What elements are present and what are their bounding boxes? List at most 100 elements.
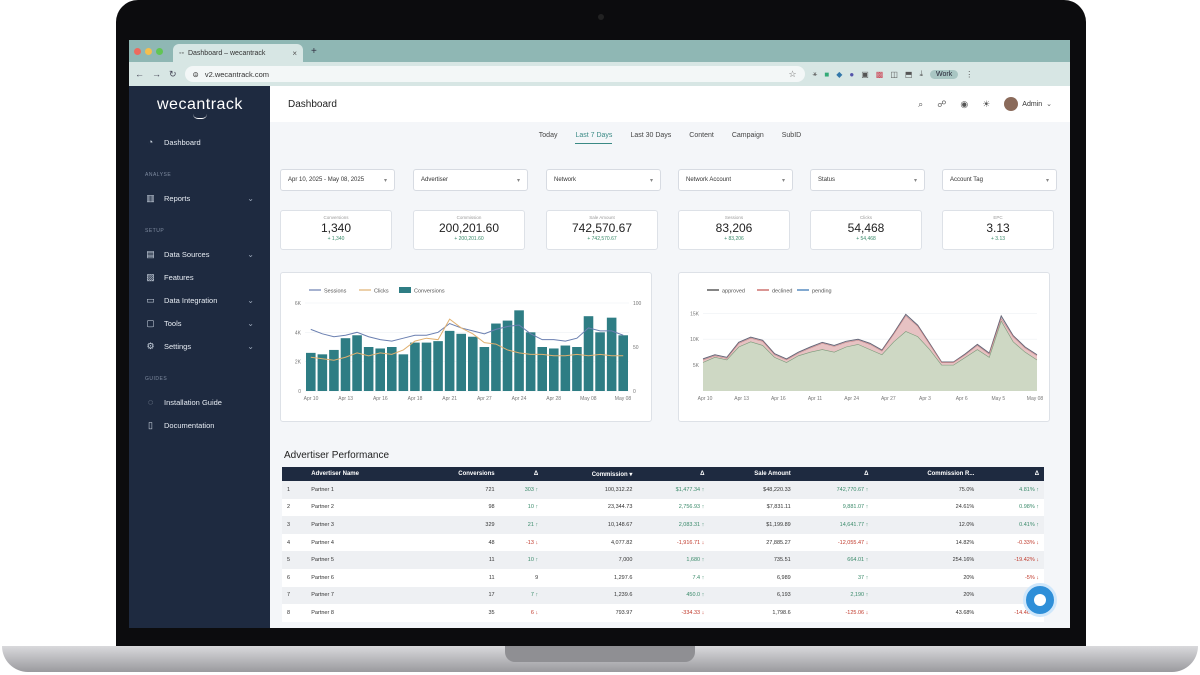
extension-icon[interactable]: ◆ <box>836 69 843 79</box>
minimize-window-icon[interactable] <box>145 47 152 55</box>
column-header[interactable]: Δ <box>637 467 710 481</box>
maximize-window-icon[interactable] <box>156 47 163 55</box>
url-field[interactable]: ⊜ v2.wecantrack.com ☆ <box>184 66 805 82</box>
close-window-icon[interactable] <box>134 47 141 55</box>
table-cell: 11 <box>413 568 500 587</box>
column-header[interactable]: Advertiser Name <box>306 467 414 481</box>
profile-button[interactable]: Work <box>930 69 959 79</box>
table-cell: 43.68% <box>873 604 980 622</box>
site-info-icon[interactable]: ⊜ <box>192 69 199 79</box>
logo[interactable]: wecantrack <box>157 96 243 113</box>
user-name: Admin <box>1022 100 1043 108</box>
close-tab-icon[interactable]: × <box>292 48 297 58</box>
kpi-change: + 3.13 <box>990 236 1006 242</box>
table-row[interactable]: 5 Partner 5 11 10 ↑ 7,000 1,680 ↑ 735.51 664.01… <box>282 551 1044 569</box>
table-row[interactable]: 2 Partner 2 98 10 ↑ 23,344.73 2,756.93 ↑ $7,83… <box>282 498 1044 517</box>
sidebar-item-dashboard[interactable]: ◔ Dashboard <box>129 134 270 150</box>
table-row[interactable]: 7 Partner 7 17 7 ↑ 1,239.6 450.0 ↑ 6,193 2,190 … <box>282 586 1044 605</box>
column-header[interactable]: Δ <box>499 467 544 481</box>
x-tick-label: Apr 28 <box>546 396 561 402</box>
table-row[interactable]: 3 Partner 3 329 21 ↑ 10,148.67 2,083.31 ↑ $1,1… <box>282 516 1044 534</box>
globe-icon[interactable]: ◉ <box>960 98 969 109</box>
status-filter[interactable]: Status ▾ <box>810 169 925 191</box>
table-cell: 9 <box>499 568 544 587</box>
sidebar-item-label: Data Sources <box>164 249 210 259</box>
tab-last-30-days[interactable]: Last 30 Days <box>630 132 672 139</box>
sidebar-item-data-sources[interactable]: ▤ Data Sources ⌄ <box>129 246 270 262</box>
column-header[interactable]: Δ <box>979 467 1044 481</box>
table-cell: 17 <box>413 586 500 605</box>
tab-subid[interactable]: SubID <box>781 132 802 139</box>
bookmark-star-icon[interactable]: ☆ <box>788 68 797 79</box>
search-icon[interactable]: ⌕ <box>918 98 924 109</box>
extension-icon[interactable]: ⚹ <box>812 69 818 78</box>
date-range-filter[interactable]: Apr 10, 2025 - May 08, 2025 ▾ <box>280 169 395 191</box>
table-row[interactable]: 4 Partner 4 48 -13 ↓ 4,077.82 -1,916.71 ↓ 27,8… <box>282 533 1044 552</box>
column-header[interactable] <box>282 467 307 481</box>
new-tab-icon[interactable]: + <box>311 45 317 57</box>
extension-icon[interactable]: ◫ <box>890 69 898 79</box>
chat-button[interactable] <box>1023 583 1057 617</box>
user-menu[interactable]: Admin ⌄ <box>1004 97 1052 111</box>
tab-content[interactable]: Content <box>689 132 714 139</box>
filter-label: Network <box>554 177 577 183</box>
table-row[interactable]: 6 Partner 6 11 9 1,297.6 7.4 ↑ 6,989 37 ↑ 20% -5%… <box>282 568 1044 587</box>
kpi-label: Clicks <box>860 215 872 220</box>
table-cell: Partner 2 <box>306 498 414 517</box>
kpi-value: 200,201.60 <box>438 221 500 235</box>
bar <box>525 332 536 391</box>
extension-icon[interactable]: ● <box>849 69 855 79</box>
extensions-area: ⚹ ■ ◆ ● ▣ ▩ ◫ ⬒ ⤓ Work ⋮ <box>812 69 974 79</box>
sidebar-section-guides: GUIDES <box>145 376 168 382</box>
table-cell: Partner 5 <box>306 551 414 569</box>
sidebar-item-reports[interactable]: ▥ Reports ⌄ <box>129 190 270 206</box>
sidebar-item-features[interactable]: ▨ Features <box>129 269 270 285</box>
sidebar-item-tools[interactable]: ▢ Tools ⌄ <box>129 315 270 331</box>
network-filter[interactable]: Network ▾ <box>546 169 661 191</box>
advertiser-filter[interactable]: Advertiser ▾ <box>413 169 528 191</box>
column-header[interactable]: Commission R... <box>873 467 980 481</box>
x-tick-label: Apr 24 <box>512 396 527 402</box>
forward-icon[interactable]: → <box>152 69 161 79</box>
browser-tab[interactable]: ◦◦ Dashboard – wecantrack × <box>173 44 303 62</box>
notifications-icon[interactable]: ☍ <box>937 98 947 109</box>
table-row[interactable]: 8 Partner 8 35 6 ↓ 793.97 -334.33 ↓ 1,798.6 -12… <box>282 604 1044 622</box>
help-icon[interactable]: ☀ <box>982 98 991 109</box>
extension-icon[interactable]: ▣ <box>861 69 869 79</box>
table-cell: 3 <box>282 516 307 534</box>
x-tick-label: Apr 21 <box>442 396 457 402</box>
sidebar-item-installation-guide[interactable]: ◌ Installation Guide <box>129 394 270 410</box>
table-row[interactable]: 1 Partner 1 721 303 ↑ 100,312.22 $1,477.34 ↑ $… <box>282 481 1044 499</box>
extension-icon[interactable]: ⬒ <box>904 69 913 79</box>
table-cell: 0.98% ↑ <box>979 498 1044 517</box>
column-header[interactable]: Commission ▾ <box>543 467 638 481</box>
sidebar-item-data-integration[interactable]: ▭ Data Integration ⌄ <box>129 292 270 308</box>
logo-mark <box>193 114 207 119</box>
table-cell: 329 <box>413 516 500 534</box>
chevron-down-icon: ▾ <box>516 177 520 184</box>
download-icon[interactable]: ⤓ <box>919 69 923 78</box>
y-tick-label: 0 <box>298 389 301 395</box>
reload-icon[interactable]: ↻ <box>169 68 177 79</box>
sidebar-item-documentation[interactable]: ▯ Documentation <box>129 417 270 433</box>
extension-icon[interactable]: ■ <box>824 69 830 79</box>
column-header[interactable]: Δ <box>795 467 874 481</box>
avatar <box>1004 97 1019 111</box>
column-header[interactable]: Conversions <box>413 467 500 481</box>
table-cell: 24.61% <box>873 498 980 517</box>
column-header[interactable]: Sale Amount <box>709 467 796 481</box>
x-tick-label: Apr 6 <box>956 396 968 402</box>
sidebar-item-settings[interactable]: ⚙ Settings ⌄ <box>129 338 270 354</box>
account-tag-filter[interactable]: Account Tag ▾ <box>942 169 1057 191</box>
back-icon[interactable]: ← <box>135 69 144 79</box>
table-cell: 7.4 ↑ <box>637 568 710 587</box>
guide-icon: ◌ <box>147 397 154 407</box>
table-cell: 100,312.22 <box>543 481 638 499</box>
tab-last-7-days[interactable]: Last 7 Days <box>575 132 613 144</box>
extension-icon[interactable]: ▩ <box>875 69 884 79</box>
browser-menu-icon[interactable]: ⋮ <box>965 69 974 79</box>
status-chart-card: approved declined pending 15K 10K 5K Apr 10 Apr… <box>678 272 1050 422</box>
network-account-filter[interactable]: Network Account ▾ <box>678 169 793 191</box>
tab-today[interactable]: Today <box>538 132 558 139</box>
tab-campaign[interactable]: Campaign <box>731 132 764 139</box>
